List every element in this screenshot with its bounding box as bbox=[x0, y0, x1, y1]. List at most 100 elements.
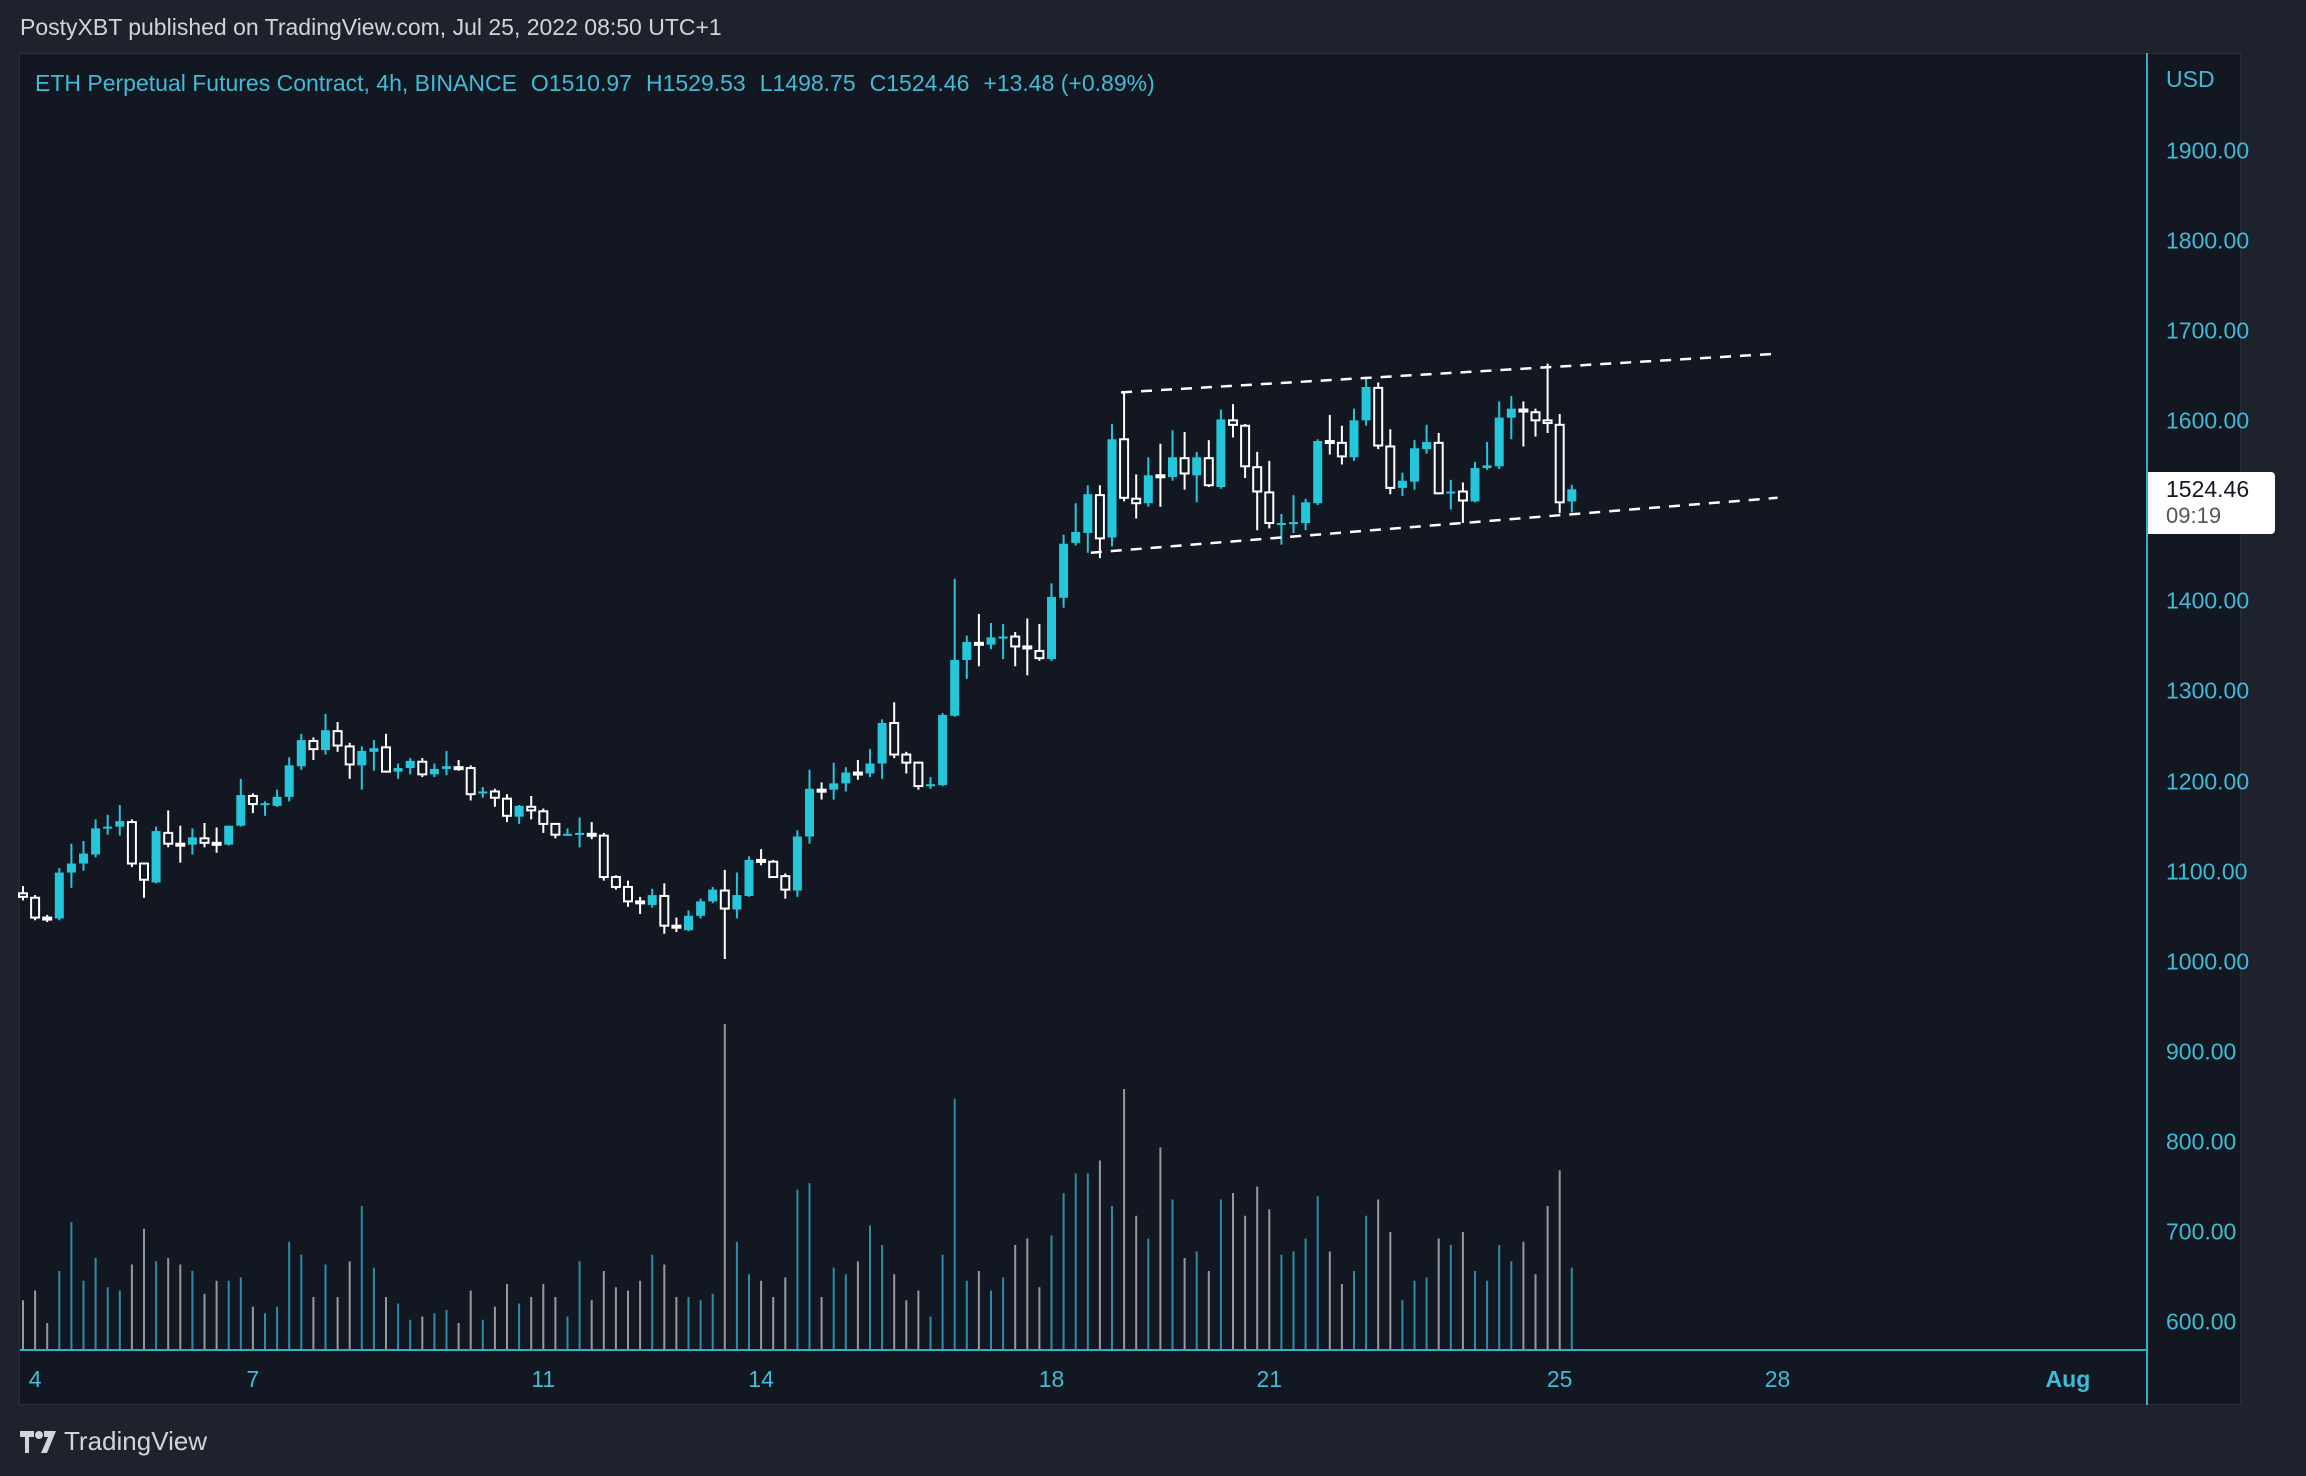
price-tick-label: 800.00 bbox=[2166, 1128, 2237, 1155]
time-tick-label: 18 bbox=[1038, 1366, 1065, 1392]
candle-body bbox=[841, 772, 851, 784]
candle-body bbox=[708, 889, 718, 902]
candle bbox=[598, 832, 609, 881]
candle bbox=[66, 843, 76, 888]
candle bbox=[1542, 363, 1553, 433]
volume-bar bbox=[46, 1323, 49, 1349]
price-tick-label: 1900.00 bbox=[2166, 137, 2250, 164]
candle-body bbox=[1567, 489, 1577, 502]
candle bbox=[1168, 430, 1177, 481]
volume-bar bbox=[106, 1287, 109, 1349]
tradingview-logo[interactable]: TradingView bbox=[20, 1426, 207, 1457]
candle bbox=[829, 762, 839, 800]
candle bbox=[332, 722, 343, 752]
candle bbox=[1336, 425, 1347, 465]
candle bbox=[865, 749, 875, 778]
candle-body bbox=[1397, 480, 1407, 488]
volume-bar bbox=[179, 1264, 182, 1349]
candle-body bbox=[1131, 497, 1142, 505]
candle bbox=[877, 719, 887, 779]
candle-body bbox=[489, 790, 500, 799]
volume-bar bbox=[1147, 1238, 1150, 1349]
volume-bar bbox=[990, 1290, 992, 1349]
symbol-legend[interactable]: ETH Perpetual Futures Contract, 4h, BINA… bbox=[35, 70, 1169, 97]
candle-body bbox=[1518, 408, 1529, 413]
volume-bar bbox=[1268, 1209, 1271, 1349]
volume-bar bbox=[905, 1300, 908, 1349]
candle-body bbox=[671, 924, 682, 929]
candle-body bbox=[187, 837, 197, 845]
candle-body bbox=[54, 872, 64, 919]
volume-bar bbox=[34, 1290, 37, 1349]
candle-body bbox=[1094, 494, 1105, 540]
candle bbox=[586, 822, 597, 840]
volume-bar bbox=[1570, 1267, 1573, 1349]
price-tick-label: 1800.00 bbox=[2166, 227, 2250, 254]
candle-body bbox=[1155, 474, 1166, 479]
candle bbox=[42, 914, 53, 923]
volume-bar bbox=[288, 1241, 291, 1349]
time-tick-label: 28 bbox=[1764, 1366, 1791, 1392]
candle-body bbox=[623, 885, 633, 903]
candle-body bbox=[901, 753, 912, 764]
candle bbox=[18, 886, 28, 901]
candle-body bbox=[30, 896, 41, 919]
volume-bar bbox=[1522, 1241, 1525, 1349]
candle bbox=[647, 888, 657, 908]
candle-body bbox=[1554, 423, 1565, 504]
volume-bar bbox=[1449, 1245, 1452, 1349]
volume-bar bbox=[348, 1261, 351, 1349]
candle-body bbox=[816, 788, 827, 793]
candle-body bbox=[344, 745, 355, 766]
candle-body bbox=[1047, 596, 1056, 660]
drawings-layer bbox=[1090, 352, 1778, 555]
candle-body bbox=[442, 766, 451, 769]
symbol-title[interactable]: ETH Perpetual Futures Contract, 4h, BINA… bbox=[35, 70, 517, 96]
candle bbox=[478, 786, 488, 798]
candle bbox=[696, 898, 706, 919]
candle-body bbox=[610, 876, 621, 888]
candle-body bbox=[780, 875, 791, 891]
candle bbox=[91, 819, 101, 858]
candle-body bbox=[938, 714, 948, 786]
candle bbox=[938, 713, 948, 787]
candle bbox=[1289, 495, 1298, 533]
candle-body bbox=[1119, 438, 1130, 499]
candle bbox=[163, 810, 174, 848]
currency-label[interactable]: USD bbox=[2166, 66, 2215, 92]
volume-bar bbox=[1195, 1251, 1198, 1349]
candle bbox=[973, 614, 984, 667]
volume-bar bbox=[118, 1290, 121, 1349]
candle-body bbox=[308, 740, 319, 751]
candle bbox=[1506, 396, 1516, 440]
candle-body bbox=[175, 842, 186, 847]
time-tick-label: 11 bbox=[531, 1366, 556, 1392]
candle-body bbox=[526, 805, 537, 812]
candle-body bbox=[973, 641, 984, 646]
candle-body bbox=[1107, 439, 1117, 538]
candle-body bbox=[405, 760, 415, 769]
volume-bar bbox=[869, 1225, 871, 1349]
candle-body bbox=[1530, 411, 1541, 422]
candle bbox=[1482, 441, 1492, 470]
candle bbox=[465, 765, 476, 801]
candle-body bbox=[91, 828, 101, 855]
candle bbox=[126, 819, 137, 868]
candle bbox=[913, 761, 924, 790]
volume-bar bbox=[1159, 1147, 1162, 1349]
volume-bar bbox=[155, 1261, 158, 1349]
candle bbox=[744, 856, 754, 897]
volume-bar bbox=[312, 1297, 315, 1349]
candle bbox=[502, 794, 512, 823]
candle bbox=[139, 862, 149, 898]
candle bbox=[1059, 534, 1069, 608]
candle bbox=[1373, 382, 1384, 450]
candle-body bbox=[1059, 543, 1069, 598]
candle-body bbox=[260, 803, 270, 806]
volume-bar bbox=[1183, 1258, 1186, 1349]
chart-panel[interactable] bbox=[19, 53, 2241, 1405]
last-price-label: 1524.46 09:19 bbox=[2148, 472, 2275, 535]
volume-bar bbox=[554, 1297, 557, 1349]
volume-bar bbox=[1232, 1193, 1234, 1349]
